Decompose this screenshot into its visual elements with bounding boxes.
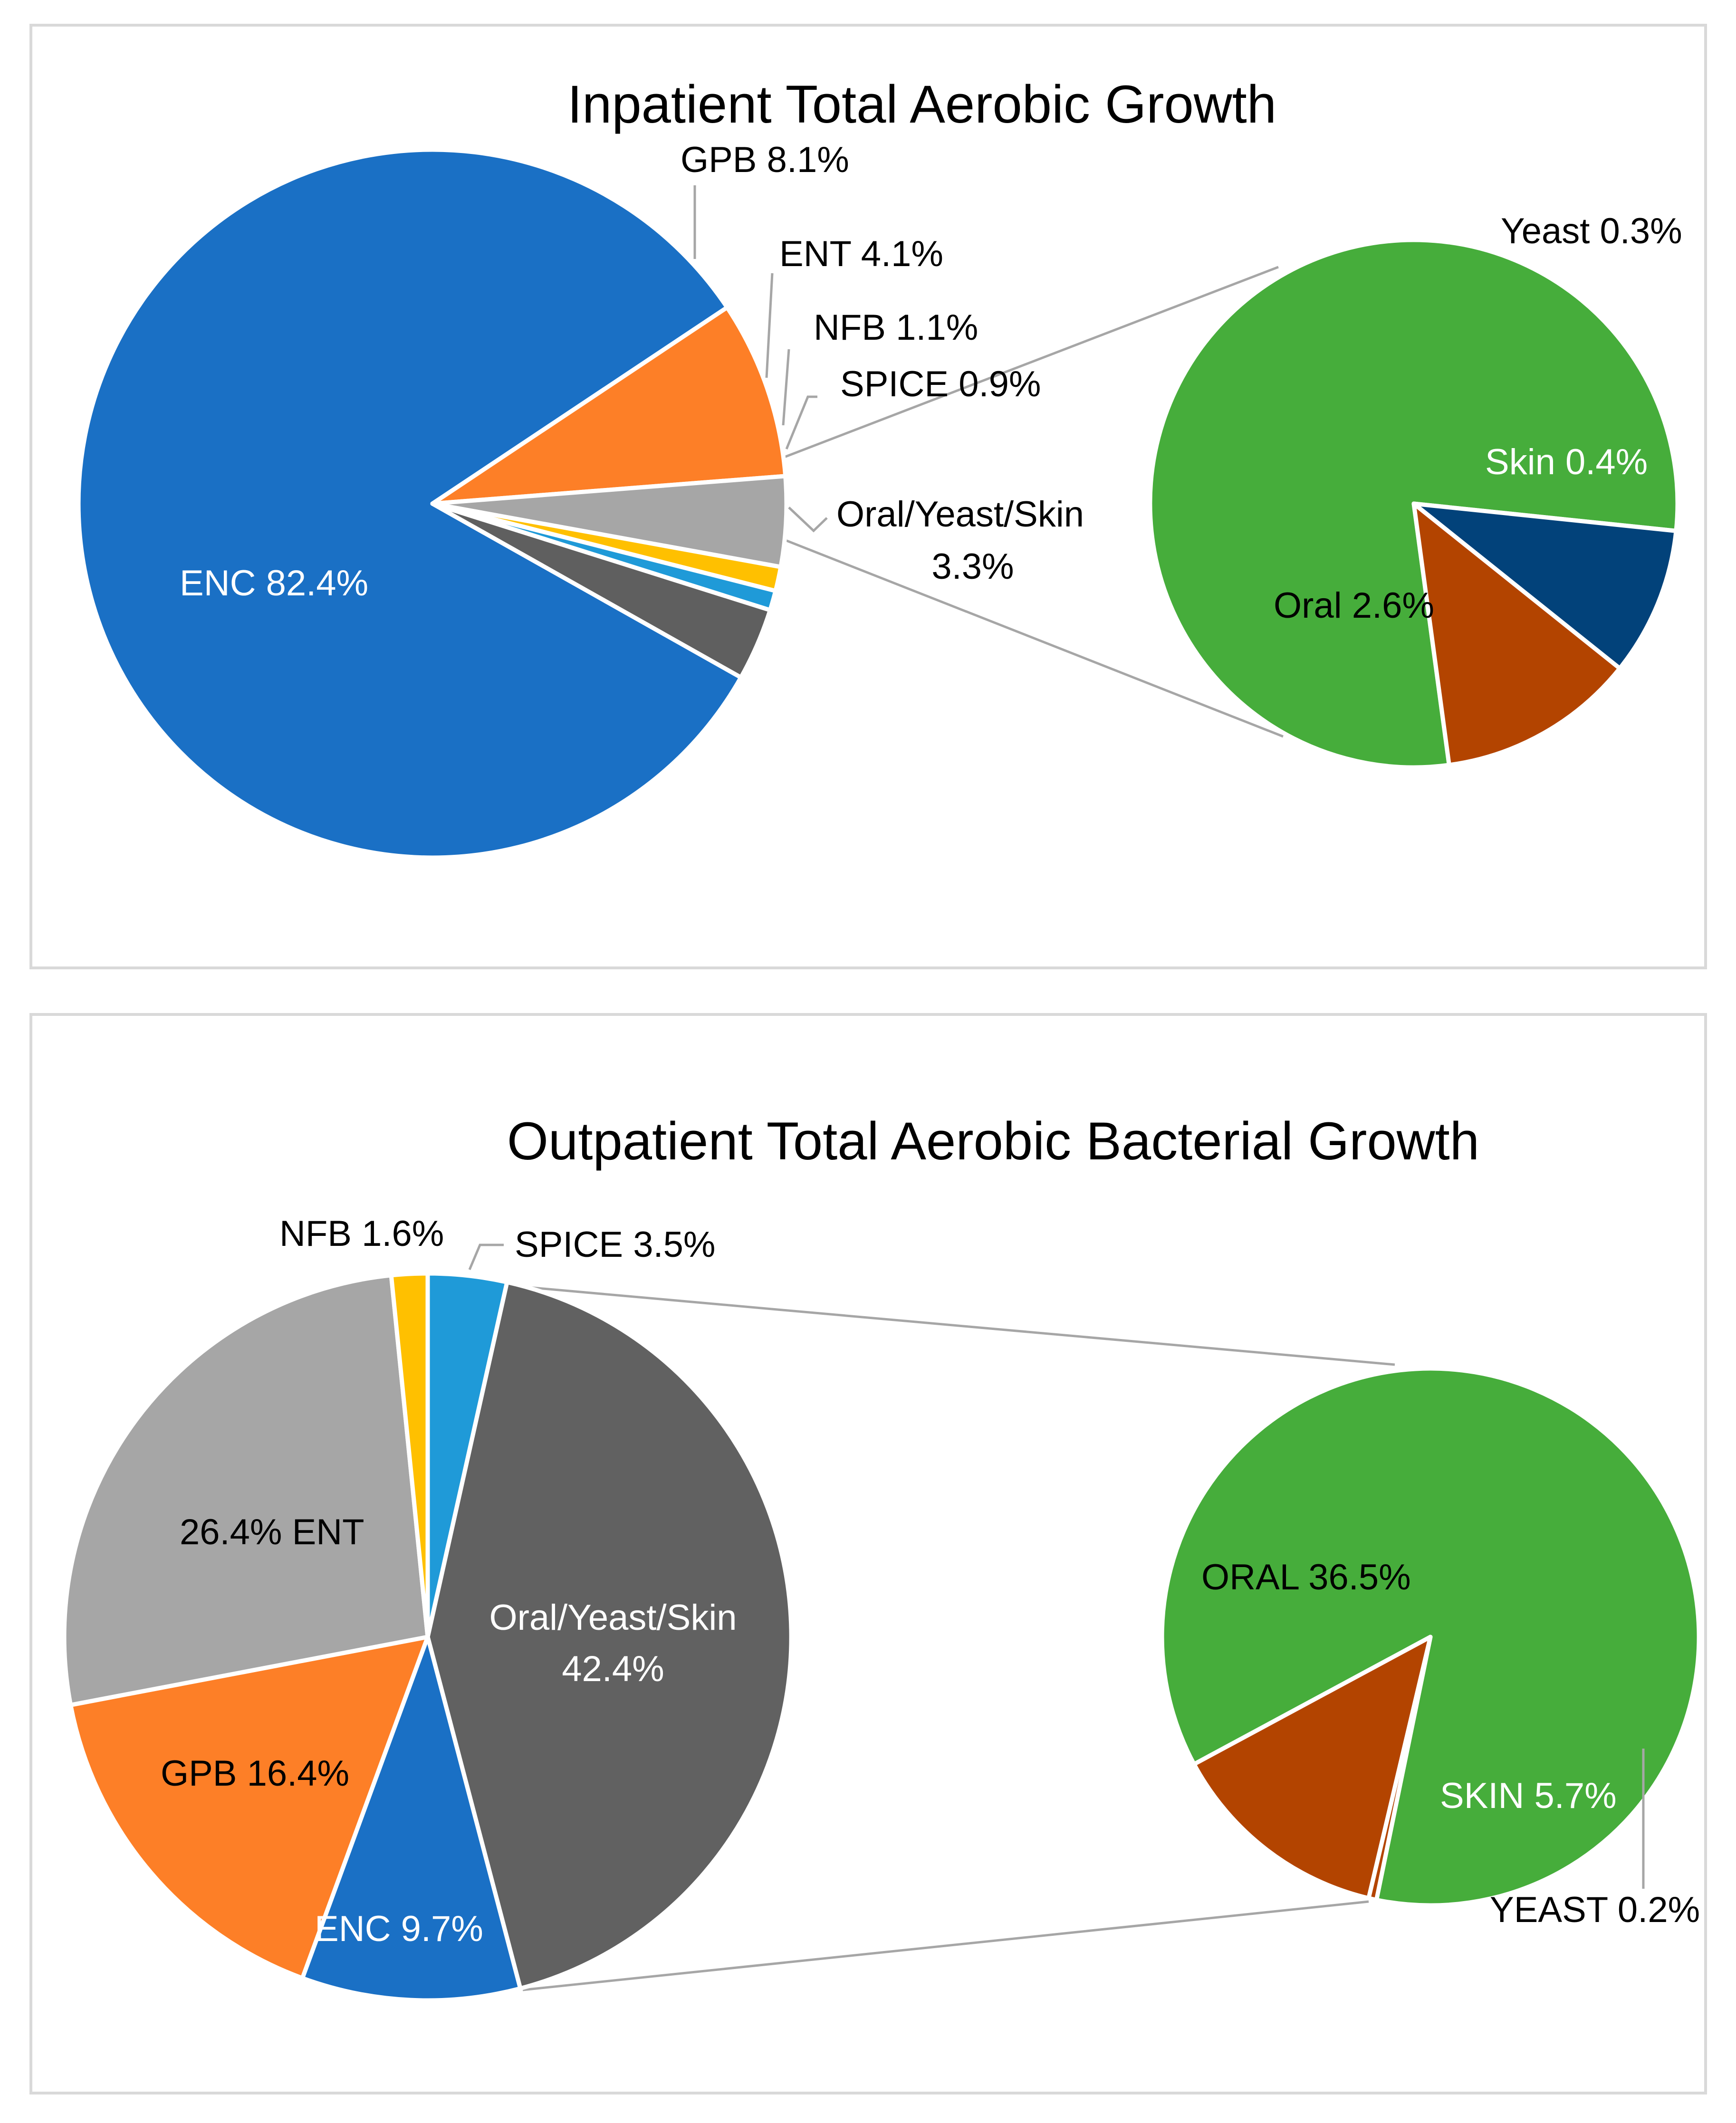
slice-label-out-spice: SPICE 3.5%	[515, 1224, 715, 1265]
slice-label-enc: ENC 82.4%	[180, 563, 368, 603]
outpatient-slice-spice	[425, 1271, 509, 1639]
leader-line-nfb	[782, 349, 790, 426]
slice-label-out-nfb: NFB 1.6%	[279, 1214, 444, 1254]
slice-label-out-oral-yeast-skin: Oral/Yeast/Skin	[489, 1597, 737, 1638]
outpatient-slice-ent	[62, 1273, 430, 1707]
connector-lines	[521, 266, 1395, 1991]
sub-slice-label-out-skin: SKIN 5.7%	[1440, 1776, 1617, 1816]
slice-label-out-enc: ENC 9.7%	[315, 1909, 483, 1949]
outpatient-slice-gpb	[68, 1635, 430, 1980]
sub-slice-label-skin: Skin 0.4%	[1485, 442, 1648, 482]
slice-label-nfb: NFB 1.1%	[814, 307, 978, 348]
sub-slice-label-oral: Oral 2.6%	[1274, 585, 1434, 626]
connector-line-top-inpatient	[783, 266, 1279, 459]
slice-label-out-oral-yeast-skin-pct: 42.4%	[562, 1649, 664, 1689]
pie-slices	[62, 147, 1701, 2003]
chart-title-inpatient: Inpatient Total Aerobic Growth	[567, 75, 1276, 134]
slice-label-oral-yeast-skin: Oral/Yeast/Skin	[836, 494, 1084, 535]
connector-line-top-outpatient	[521, 1285, 1395, 1366]
inpatient-sub-slice-skin	[1411, 501, 1622, 767]
connector-line-bottom-outpatient	[522, 1900, 1369, 1991]
leader-line-spice	[785, 395, 817, 449]
leader-line-out-spice	[468, 1243, 504, 1270]
label-leader-lines	[468, 185, 1645, 1889]
sub-slice-label-out-oral: ORAL 36.5%	[1201, 1557, 1411, 1597]
slice-label-out-gpb: GPB 16.4%	[161, 1753, 349, 1794]
outpatient-slice-enc	[300, 1635, 523, 2003]
inpatient-slice-enc	[76, 147, 743, 860]
sub-slice-label-yeast: Yeast 0.3%	[1501, 211, 1682, 251]
slice-label-ent: ENT 4.1%	[779, 234, 943, 274]
slice-label-oral-yeast-skin-pct: 3.3%	[931, 546, 1014, 587]
inpatient-slice-gpb	[430, 305, 788, 506]
chart-title-outpatient: Outpatient Total Aerobic Bacterial Growt…	[507, 1111, 1479, 1171]
outpatient-slice-oral-yeast-skin	[425, 1280, 794, 1991]
leader-line-oral-yeast-skin	[788, 507, 828, 533]
inpatient-sub-slice-yeast	[1411, 501, 1678, 671]
slice-label-gpb: GPB 8.1%	[681, 140, 849, 180]
leader-line-ent	[765, 273, 774, 378]
outpatient-sub-slice-yeast	[1366, 1635, 1433, 1902]
inpatient-slice-oral-yeast-skin	[430, 501, 772, 680]
slice-label-spice: SPICE 0.9%	[840, 364, 1041, 404]
connector-line-bottom-inpatient	[783, 538, 1284, 738]
slice-label-out-ent: 26.4% ENT	[180, 1512, 364, 1552]
outpatient-sub-slice-skin	[1192, 1635, 1433, 1901]
sub-slice-label-out-yeast: YEAST 0.2%	[1490, 1890, 1700, 1930]
